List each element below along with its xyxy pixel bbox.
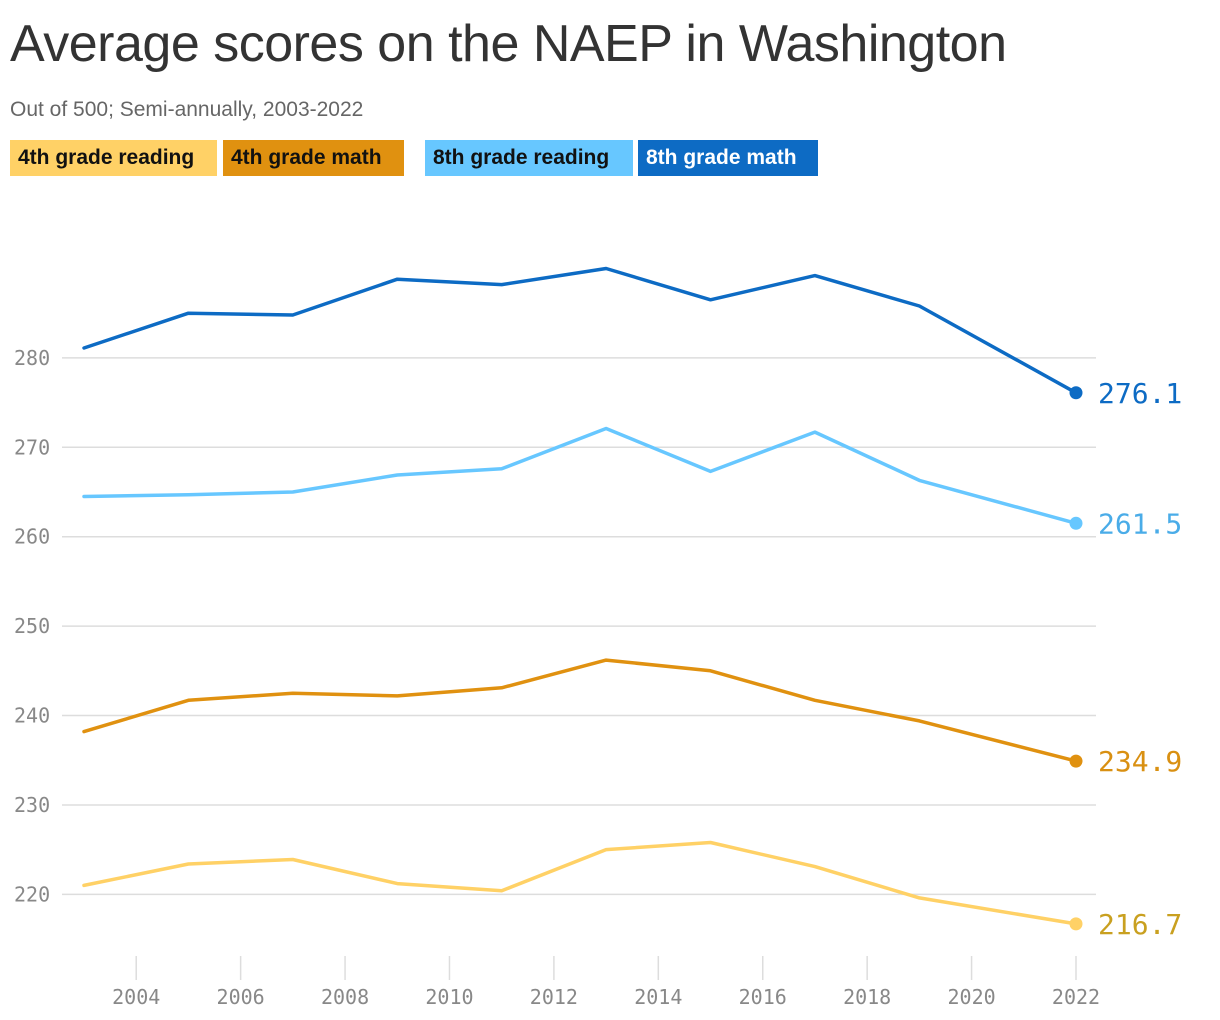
y-tick-label: 250 xyxy=(14,614,50,638)
series-line-4th-grade-reading xyxy=(82,840,1078,926)
end-point-4th-grade-reading xyxy=(1069,917,1083,931)
end-label-8th-grade-math: 276.1 xyxy=(1098,377,1182,410)
x-tick-label: 2012 xyxy=(530,985,578,1009)
y-tick-label: 230 xyxy=(14,793,50,817)
chart-subtitle: Out of 500; Semi-annually, 2003-2022 xyxy=(10,98,364,121)
x-tick-label: 2004 xyxy=(112,985,160,1009)
x-tick-label: 2006 xyxy=(217,985,265,1009)
y-tick-label: 280 xyxy=(14,346,50,370)
x-tick-label: 2016 xyxy=(739,985,787,1009)
end-point-4th-grade-math xyxy=(1069,754,1083,768)
legend-item-4th-grade-math[interactable]: 4th grade math xyxy=(223,140,404,176)
x-tick-label: 2010 xyxy=(425,985,473,1009)
end-label-4th-grade-math: 234.9 xyxy=(1098,745,1182,778)
legend-item-4th-grade-reading[interactable]: 4th grade reading xyxy=(10,140,217,176)
end-label-8th-grade-reading: 261.5 xyxy=(1098,507,1182,540)
y-tick-label: 270 xyxy=(14,435,50,459)
end-labels: 276.1 261.5 234.9 216.7 xyxy=(1098,377,1182,941)
end-label-4th-grade-reading: 216.7 xyxy=(1098,908,1182,941)
end-point-8th-grade-math xyxy=(1069,386,1083,400)
x-tick-label: 2020 xyxy=(947,985,995,1009)
legend-item-8th-grade-math[interactable]: 8th grade math xyxy=(638,140,818,176)
y-tick-label: 240 xyxy=(14,704,50,728)
series-lines xyxy=(82,266,1083,931)
y-tick-label: 260 xyxy=(14,525,50,549)
x-tick-label: 2018 xyxy=(843,985,891,1009)
x-axis-ticks: 2004 2006 2008 2010 2012 2014 2016 2018 2020 2022 xyxy=(112,956,1100,1009)
y-axis-ticks: 220 230 240 250 260 270 280 xyxy=(14,346,50,906)
gridlines xyxy=(62,357,1096,896)
x-tick-label: 2014 xyxy=(634,985,682,1009)
end-point-8th-grade-reading xyxy=(1069,516,1083,530)
series-line-8th-grade-math xyxy=(82,266,1078,395)
chart-title: Average scores on the NAEP in Washington xyxy=(10,15,1007,73)
y-tick-label: 220 xyxy=(14,882,50,906)
x-tick-label: 2008 xyxy=(321,985,369,1009)
legend-item-8th-grade-reading[interactable]: 8th grade reading xyxy=(425,140,633,176)
series-line-8th-grade-reading xyxy=(82,426,1078,526)
series-line-4th-grade-math xyxy=(82,658,1078,763)
x-tick-label: 2022 xyxy=(1052,985,1100,1009)
